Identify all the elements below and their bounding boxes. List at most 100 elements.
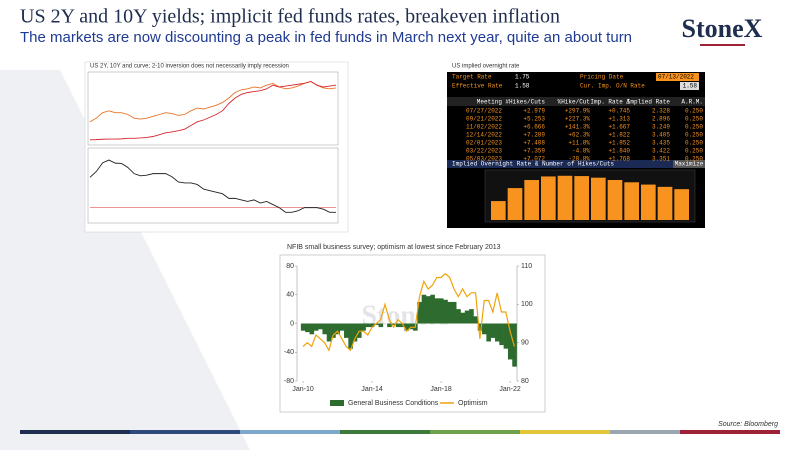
cell: 3.351 xyxy=(652,156,670,163)
cell: +297.9% xyxy=(565,108,591,115)
value: 1.58 xyxy=(515,83,530,90)
cell: 2.328 xyxy=(652,108,670,115)
cell: 2.896 xyxy=(652,116,670,123)
column-header: Meeting xyxy=(477,99,503,106)
column-header: Implied Rate xyxy=(627,99,671,106)
stripe xyxy=(130,430,240,434)
bar xyxy=(524,180,539,220)
cell: 0.250 xyxy=(685,108,703,115)
plot-frame xyxy=(87,71,339,146)
area-bar xyxy=(499,323,504,346)
area-bar xyxy=(309,323,315,335)
area-bar xyxy=(507,323,513,360)
area-bar xyxy=(300,323,306,331)
x-tick-label: Jan-18 xyxy=(430,386,452,393)
bar xyxy=(624,182,639,220)
cell: 12/14/2022 xyxy=(466,132,502,139)
slide-subtitle: The markets are now discounting a peak i… xyxy=(20,29,632,46)
stripe xyxy=(20,430,130,434)
cell: +227.3% xyxy=(565,116,591,123)
area-bar xyxy=(391,323,397,325)
y2-tick-label: 110 xyxy=(521,263,532,270)
area-bar xyxy=(404,323,410,331)
cell: +1.313 xyxy=(608,116,630,123)
area-bar xyxy=(378,323,384,328)
area-bar xyxy=(331,323,336,338)
cell: +6.666 xyxy=(523,124,545,131)
area-bar xyxy=(395,323,401,328)
legend-label: General Business Conditions xyxy=(348,400,439,407)
area-bar xyxy=(447,301,453,324)
cell: 03/22/2023 xyxy=(466,148,502,155)
column-header: #Hikes/Cuts xyxy=(505,99,545,106)
column-header: A.R.M. xyxy=(681,99,703,106)
area-bar xyxy=(486,323,491,342)
cell: +0.745 xyxy=(608,108,630,115)
area-bar xyxy=(495,323,500,342)
y-tick-label: -40 xyxy=(284,349,294,356)
area-bar xyxy=(318,323,323,330)
area-bar xyxy=(374,323,379,325)
y-tick-label: -80 xyxy=(284,378,294,385)
cell: +7.359 xyxy=(523,148,545,155)
cell: 02/01/2023 xyxy=(466,140,502,147)
area-bar xyxy=(503,323,509,349)
area-bar xyxy=(477,323,483,331)
cell: 05/03/2023 xyxy=(466,156,502,163)
cell: +11.8% xyxy=(568,140,590,147)
stripe xyxy=(610,430,680,434)
stripe xyxy=(520,430,610,434)
cell: 09/21/2022 xyxy=(466,116,502,123)
stripe xyxy=(340,430,430,434)
bar xyxy=(541,176,556,220)
cell: 0.250 xyxy=(685,156,703,163)
area-bar xyxy=(365,323,371,328)
y-tick-label: 40 xyxy=(286,292,294,299)
cell: +7.408 xyxy=(523,140,545,147)
legend-label: Optimism xyxy=(458,400,488,407)
y2-tick-label: 80 xyxy=(521,378,529,385)
value: 07/13/2022 xyxy=(658,74,694,81)
panel-title: US 2Y, 10Y and curve; 2-10 inversion doe… xyxy=(90,64,289,70)
logo: StoneX xyxy=(682,14,763,43)
chart-title: Implied Overnight Rate & Number of Hikes… xyxy=(452,161,614,168)
cell: 3.435 xyxy=(652,140,670,147)
cell: 07/27/2022 xyxy=(466,108,502,115)
cell: +7.072 xyxy=(523,156,545,163)
bar xyxy=(574,176,589,220)
area-bar xyxy=(408,323,414,330)
table-header xyxy=(447,97,705,106)
cell: 3.405 xyxy=(652,132,670,139)
area-bar xyxy=(469,309,474,324)
cell: 11/02/2022 xyxy=(466,124,502,131)
line xyxy=(302,272,515,352)
color-stripe xyxy=(20,430,780,434)
area-bar xyxy=(339,323,345,331)
button-label: Maximize xyxy=(675,161,704,168)
area-bar xyxy=(352,323,358,342)
area-bar xyxy=(335,323,341,335)
value: 1.58 xyxy=(683,83,698,90)
cell: 0.250 xyxy=(685,132,703,139)
label: Cur. Imp. O/N Rate xyxy=(580,83,645,90)
stripe xyxy=(240,430,340,434)
cell: 3.249 xyxy=(652,124,670,131)
stripe xyxy=(680,430,780,434)
cell: +1.768 xyxy=(608,156,630,163)
cell: 3.422 xyxy=(652,148,670,155)
column-header: Imp. Rate Δ xyxy=(590,99,630,106)
bar xyxy=(641,184,656,220)
column-header: %Hike/Cut xyxy=(558,99,590,106)
input-box[interactable] xyxy=(656,73,699,81)
area-bar xyxy=(348,323,353,349)
cell: -28.8% xyxy=(568,156,590,163)
cell: +1.840 xyxy=(608,148,630,155)
bar xyxy=(674,189,689,220)
plot-frame xyxy=(87,147,339,224)
maximize-button[interactable] xyxy=(673,160,705,168)
value-box xyxy=(680,82,699,90)
area-bar xyxy=(421,294,427,324)
bar xyxy=(491,201,506,220)
area-bar xyxy=(361,323,366,331)
